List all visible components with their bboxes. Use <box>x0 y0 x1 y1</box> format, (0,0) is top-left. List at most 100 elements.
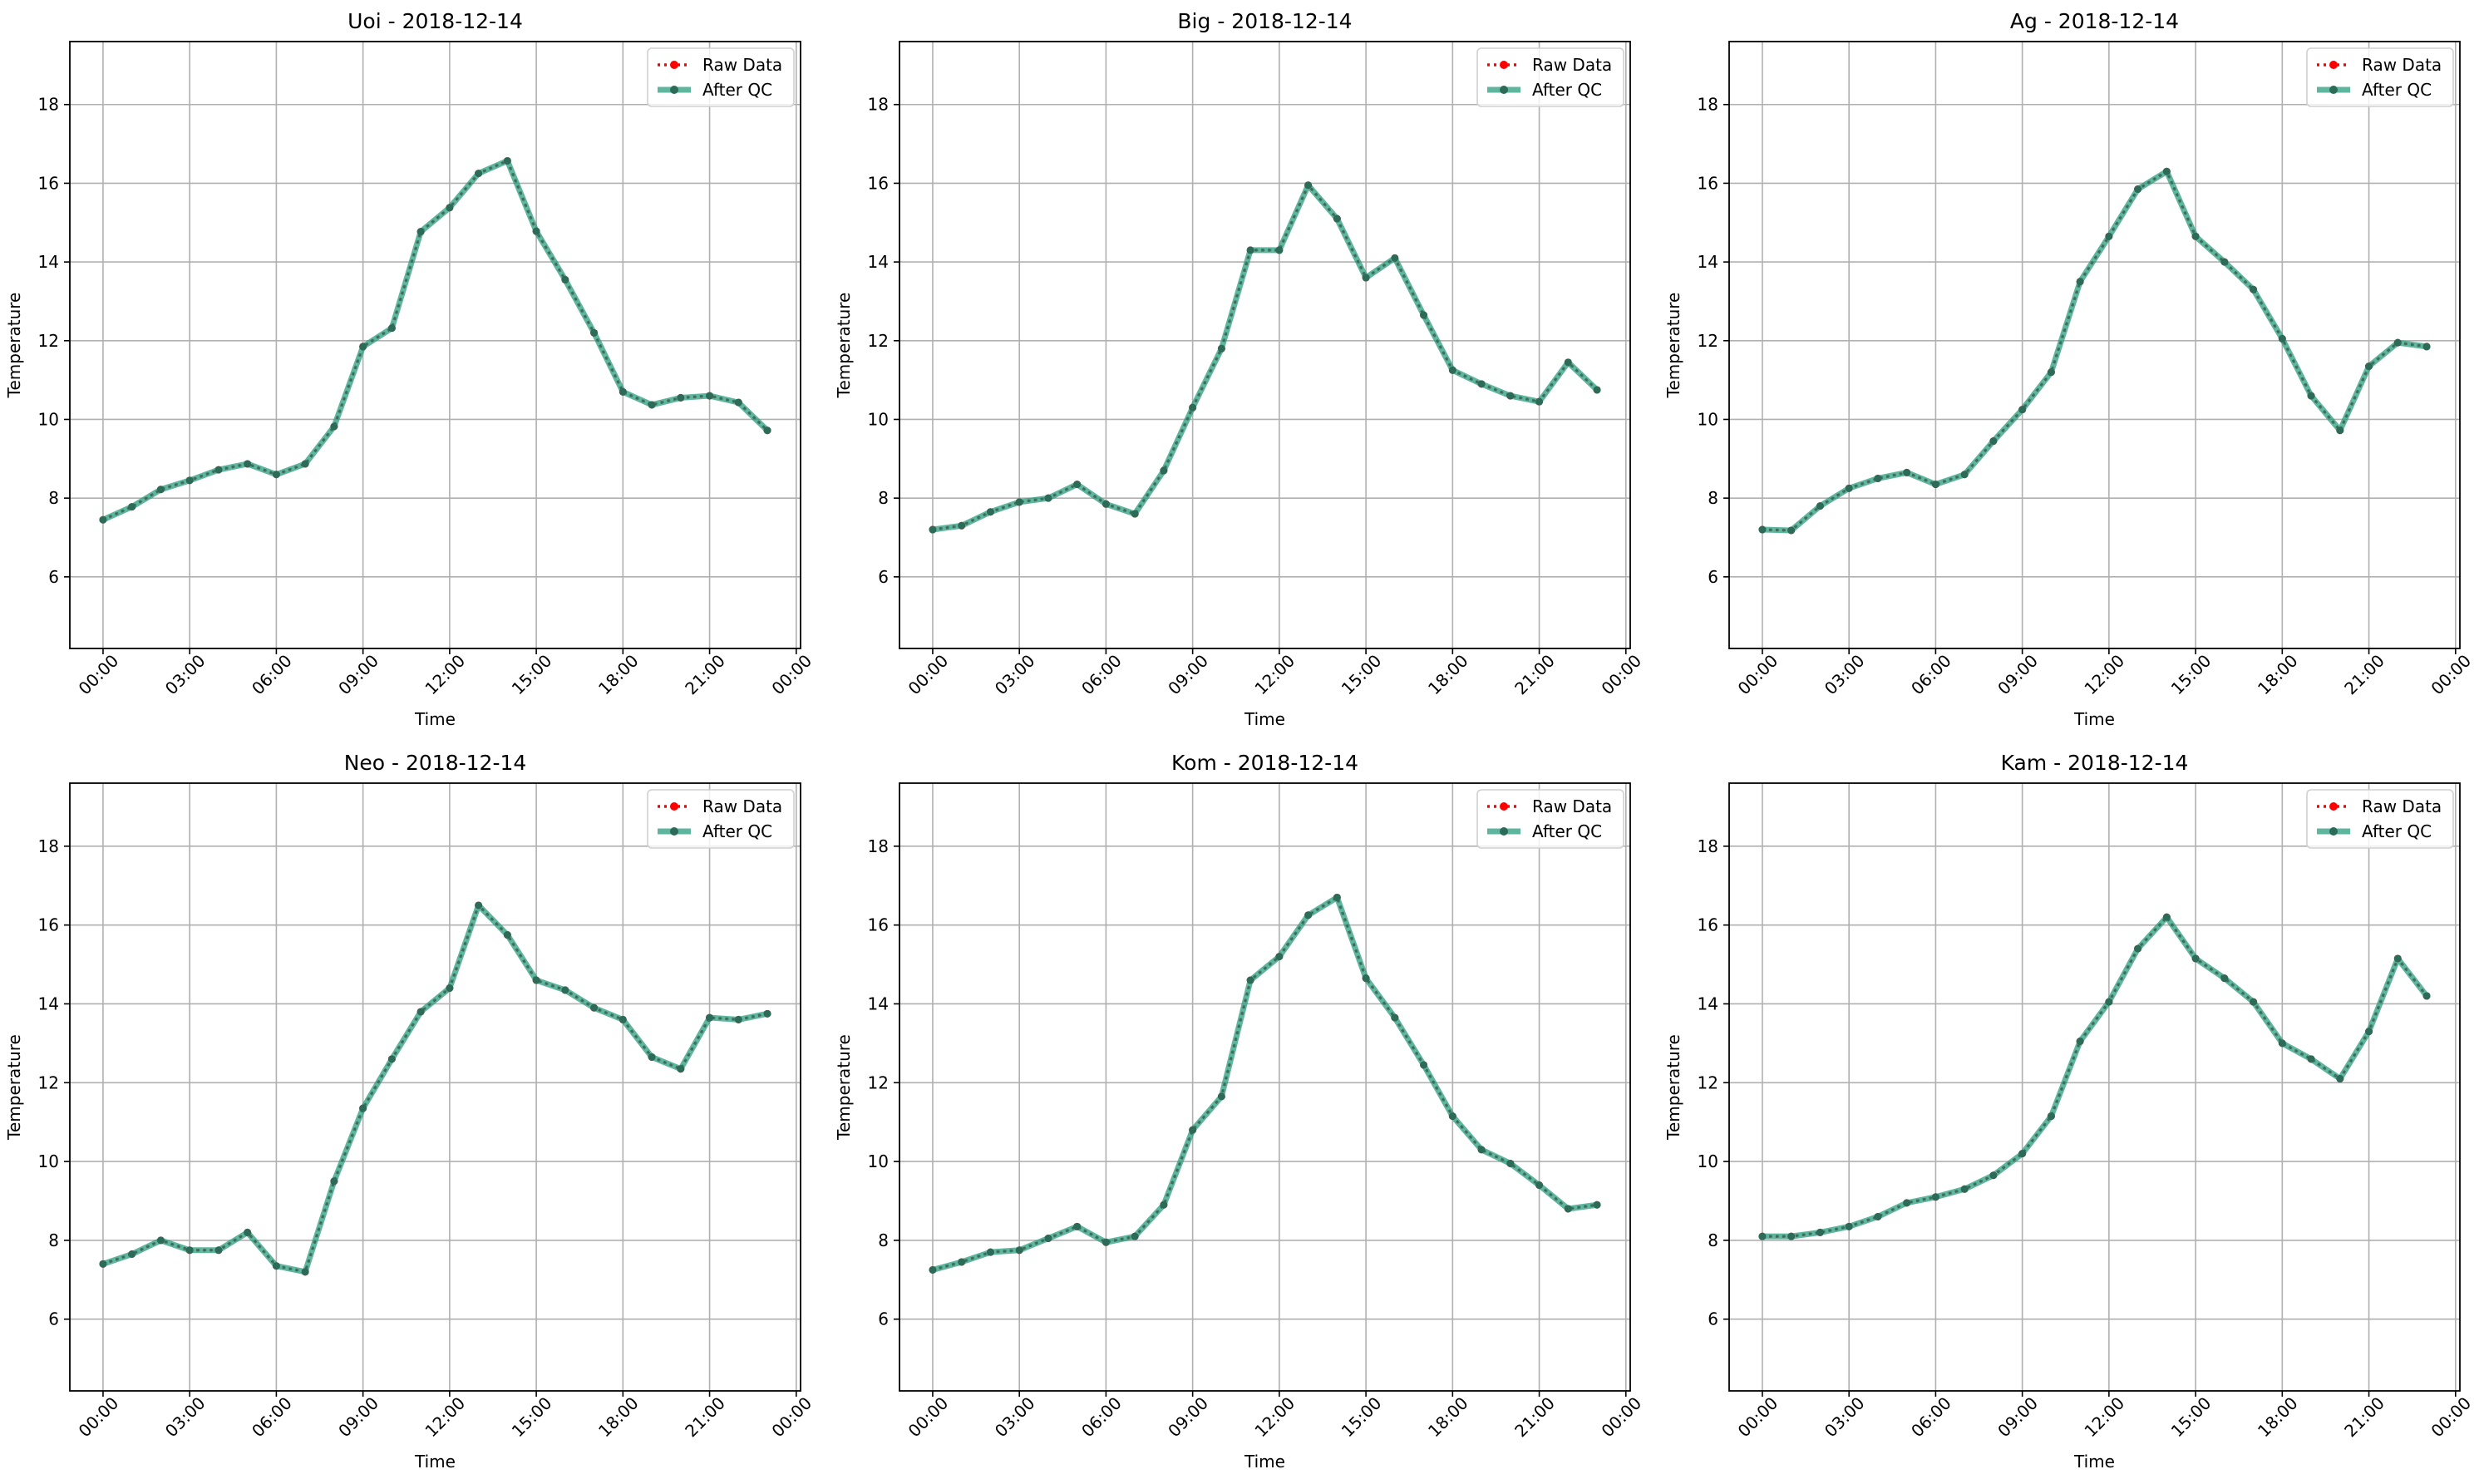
x-tick-label: 12:00 <box>421 651 469 699</box>
after-qc-point <box>1931 481 1939 489</box>
after-qc-point <box>156 486 165 494</box>
after-qc-point <box>475 901 483 910</box>
y-tick-label: 14 <box>868 252 889 272</box>
legend-qc-label: After QC <box>2362 80 2432 100</box>
x-axis-label: Time <box>414 1452 456 1472</box>
after-qc-point <box>1506 1159 1515 1167</box>
after-qc-point <box>2220 974 2229 983</box>
x-tick-label: 09:00 <box>334 651 382 699</box>
after-qc-point <box>1960 1185 1969 1193</box>
after-qc-point <box>359 1104 367 1112</box>
y-tick-label: 16 <box>868 915 889 935</box>
y-tick-label: 6 <box>1708 567 1718 587</box>
after-qc-point <box>1246 246 1254 254</box>
after-qc-point <box>1333 214 1341 223</box>
after-qc-point <box>301 1268 309 1276</box>
after-qc-point <box>128 503 136 511</box>
y-tick-label: 14 <box>868 993 889 1013</box>
x-tick-label: 18:00 <box>594 651 643 699</box>
legend-raw-marker <box>670 802 678 811</box>
after-qc-point <box>1787 526 1796 535</box>
x-tick-label: 03:00 <box>991 651 1039 699</box>
overlap-line <box>932 895 1598 1271</box>
y-tick-label: 10 <box>868 409 889 429</box>
after-qc-point <box>2134 944 2142 953</box>
after-qc-point <box>128 1250 136 1259</box>
y-tick-label: 6 <box>48 567 59 587</box>
y-tick-label: 16 <box>868 173 889 193</box>
after-qc-point <box>1189 1126 1197 1134</box>
x-tick-label: 18:00 <box>2254 1393 2302 1442</box>
after-qc-line <box>1762 914 2429 1240</box>
x-tick-label: 06:00 <box>1907 1393 1955 1442</box>
after-qc-point <box>706 1013 714 1022</box>
legend-qc-marker <box>2329 827 2338 836</box>
after-qc-point <box>2365 1028 2373 1036</box>
subplot-title: Ag - 2018-12-14 <box>2010 9 2179 33</box>
after-qc-point <box>1989 1171 1998 1180</box>
legend-raw-marker <box>1500 61 1508 69</box>
subplot-kam: 00:00 03:00 06:00 09:00 12:00 15:00 18:00 21:00… <box>1663 751 2475 1472</box>
x-tick-label: 18:00 <box>1424 1393 1472 1442</box>
x-tick-label: 15:00 <box>2167 651 2215 699</box>
x-tick-label: 00:00 <box>2427 651 2475 699</box>
y-tick-label: 16 <box>38 915 59 935</box>
plot-area <box>70 42 801 648</box>
after-qc-point <box>2336 426 2344 435</box>
after-qc-point <box>1160 466 1168 475</box>
subplot-kom: 00:00 03:00 06:00 09:00 12:00 15:00 18:00 21:00… <box>834 751 1645 1472</box>
after-qc-point <box>2336 1075 2344 1083</box>
x-tick-label: 00:00 <box>767 651 816 699</box>
plot-area <box>899 783 1630 1391</box>
after-qc-point <box>1874 1212 1882 1220</box>
y-tick-label: 10 <box>38 1151 59 1171</box>
x-tick-label: 00:00 <box>1597 651 1645 699</box>
x-tick-label: 06:00 <box>1077 651 1126 699</box>
after-qc-point <box>446 984 454 993</box>
after-qc-point <box>1189 403 1197 412</box>
after-qc-point <box>1787 1232 1796 1240</box>
legend-qc-label: After QC <box>702 80 772 100</box>
axes-frame <box>1728 782 2461 1392</box>
after-qc-point <box>1816 502 1824 510</box>
after-qc-point <box>2076 1038 2084 1046</box>
x-tick-label: 15:00 <box>508 1393 556 1442</box>
x-tick-label: 03:00 <box>1821 651 1869 699</box>
after-qc-point <box>2250 998 2258 1006</box>
y-tick-label: 14 <box>1698 993 1718 1013</box>
after-qc-point <box>1275 953 1284 961</box>
plot-area <box>1729 42 2460 648</box>
after-qc-point <box>1845 1222 1853 1230</box>
x-tick-label: 21:00 <box>681 651 729 699</box>
y-tick-label: 18 <box>1698 95 1718 115</box>
after-qc-point <box>185 476 194 485</box>
x-tick-label: 06:00 <box>1907 651 1955 699</box>
after-qc-point <box>1816 1228 1824 1236</box>
after-qc-point <box>1362 274 1370 282</box>
x-tick-label: 06:00 <box>1077 1393 1126 1442</box>
after-qc-point <box>1903 468 1911 476</box>
after-qc-point <box>763 1009 771 1018</box>
after-qc-point <box>359 343 367 351</box>
after-qc-point <box>561 275 569 283</box>
overlap-line <box>1762 170 2427 532</box>
axes-frame <box>69 41 801 649</box>
after-qc-point <box>1420 311 1428 319</box>
after-qc-point <box>503 156 511 165</box>
after-qc-point <box>1593 386 1601 394</box>
y-tick-label: 10 <box>1698 1151 1718 1171</box>
after-qc-point <box>1362 974 1370 983</box>
after-qc-point <box>2047 1112 2055 1121</box>
after-qc-point <box>1874 474 1882 482</box>
x-tick-label: 00:00 <box>75 651 123 699</box>
after-qc-point <box>1304 911 1313 919</box>
x-axis-label: Time <box>1244 709 1285 729</box>
legend-raw-label: Raw Data <box>702 55 782 75</box>
after-qc-point <box>1477 380 1486 388</box>
subplot-title: Kam - 2018-12-14 <box>2001 751 2189 775</box>
x-tick-label: 09:00 <box>1994 651 2042 699</box>
plot-area <box>70 783 801 1391</box>
y-tick-label: 12 <box>38 1072 59 1092</box>
after-qc-point <box>301 460 309 468</box>
x-tick-label: 21:00 <box>2340 651 2388 699</box>
